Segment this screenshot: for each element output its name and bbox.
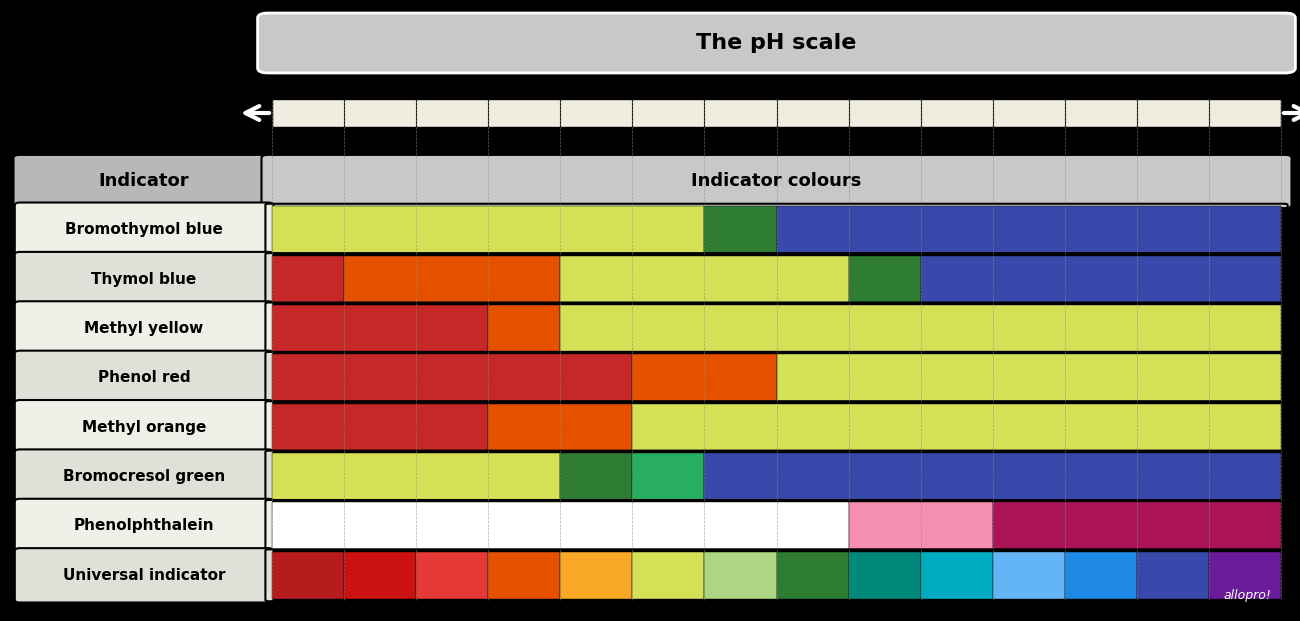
Bar bbox=[344, 256, 560, 302]
Bar bbox=[1209, 552, 1280, 599]
Text: Indicator colours: Indicator colours bbox=[692, 173, 862, 191]
FancyBboxPatch shape bbox=[14, 252, 273, 306]
Bar bbox=[705, 552, 776, 599]
FancyBboxPatch shape bbox=[14, 450, 273, 504]
Bar bbox=[632, 355, 776, 401]
Bar bbox=[560, 453, 632, 500]
Bar bbox=[1138, 552, 1209, 599]
Bar bbox=[560, 305, 1280, 352]
Bar bbox=[776, 355, 1280, 401]
Text: Bromocresol green: Bromocresol green bbox=[62, 469, 225, 484]
Bar bbox=[920, 256, 1280, 302]
FancyBboxPatch shape bbox=[13, 155, 274, 208]
Bar bbox=[272, 99, 1280, 127]
Bar bbox=[776, 552, 849, 599]
Text: Indicator: Indicator bbox=[99, 173, 190, 191]
FancyBboxPatch shape bbox=[14, 400, 273, 455]
Bar bbox=[705, 453, 1280, 500]
FancyBboxPatch shape bbox=[14, 202, 273, 257]
Bar bbox=[632, 404, 1280, 451]
Text: Thymol blue: Thymol blue bbox=[91, 271, 196, 286]
Text: The pH scale: The pH scale bbox=[697, 33, 857, 53]
Text: Phenol red: Phenol red bbox=[98, 370, 190, 385]
Bar bbox=[344, 552, 416, 599]
Bar bbox=[272, 206, 705, 253]
FancyBboxPatch shape bbox=[14, 548, 273, 602]
FancyBboxPatch shape bbox=[14, 499, 273, 553]
FancyBboxPatch shape bbox=[261, 155, 1291, 208]
Bar bbox=[849, 502, 993, 550]
Bar bbox=[1065, 552, 1138, 599]
Bar bbox=[632, 552, 705, 599]
Text: Methyl orange: Methyl orange bbox=[82, 420, 207, 435]
Bar bbox=[993, 502, 1280, 550]
Bar bbox=[272, 256, 344, 302]
Text: allopro!: allopro! bbox=[1223, 589, 1271, 602]
Bar bbox=[272, 552, 344, 599]
Bar bbox=[272, 502, 849, 550]
Bar bbox=[560, 552, 632, 599]
Bar bbox=[632, 453, 705, 500]
Bar bbox=[489, 404, 632, 451]
Bar bbox=[705, 206, 776, 253]
Bar bbox=[920, 552, 993, 599]
Text: Universal indicator: Universal indicator bbox=[62, 568, 225, 583]
Bar bbox=[776, 206, 1280, 253]
FancyBboxPatch shape bbox=[14, 301, 273, 356]
Text: Phenolphthalein: Phenolphthalein bbox=[74, 519, 214, 533]
Text: Methyl yellow: Methyl yellow bbox=[84, 321, 204, 336]
Bar bbox=[489, 552, 560, 599]
Bar bbox=[849, 256, 920, 302]
Bar bbox=[272, 453, 560, 500]
Bar bbox=[416, 552, 489, 599]
Bar bbox=[272, 404, 489, 451]
FancyBboxPatch shape bbox=[257, 13, 1295, 73]
Bar bbox=[272, 305, 489, 352]
Bar bbox=[849, 552, 920, 599]
Text: Bromothymol blue: Bromothymol blue bbox=[65, 222, 222, 237]
FancyBboxPatch shape bbox=[14, 351, 273, 405]
Bar bbox=[272, 355, 632, 401]
Bar bbox=[993, 552, 1065, 599]
Bar bbox=[489, 305, 560, 352]
Bar bbox=[560, 256, 849, 302]
